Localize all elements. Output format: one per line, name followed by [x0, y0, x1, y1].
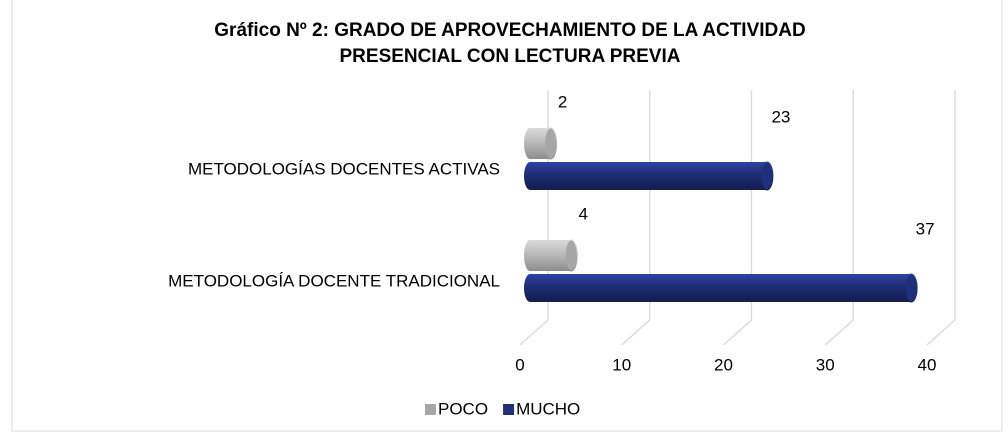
legend-swatch: [425, 404, 436, 415]
x-tick-label: 0: [515, 355, 524, 374]
bar: [530, 274, 912, 302]
legend-label: MUCHO: [516, 399, 580, 418]
bar-end-cap: [544, 127, 558, 160]
bar-end-cap: [760, 161, 774, 191]
grid-line: [926, 319, 956, 346]
chart-title: PRESENCIAL CON LECTURA PREVIA: [340, 46, 681, 67]
legend-swatch: [503, 404, 515, 415]
grid-line: [519, 319, 549, 346]
data-label: 4: [578, 204, 587, 223]
bar-start-cap: [524, 162, 536, 190]
bar-start-cap: [524, 274, 536, 302]
x-tick-label: 40: [918, 355, 937, 374]
data-label: 23: [771, 107, 790, 126]
chart-title: Gráfico Nº 2: GRADO DE APROVECHAMIENTO D…: [214, 20, 805, 41]
bar: [530, 162, 767, 190]
category-label: METODOLOGÍAS DOCENTES ACTIVAS: [188, 159, 500, 178]
grid-line: [723, 319, 752, 346]
bar: [530, 240, 572, 271]
bar-end-cap: [904, 273, 918, 303]
data-label: 2: [558, 92, 567, 111]
grid-line: [621, 319, 651, 346]
bar-end-cap: [564, 239, 578, 272]
legend-label: POCO: [438, 399, 488, 418]
x-tick-label: 20: [714, 355, 733, 374]
category-label: METODOLOGÍA DOCENTE TRADICIONAL: [168, 271, 500, 290]
bar-start-cap: [524, 128, 536, 159]
x-tick-label: 30: [816, 355, 835, 374]
chart-frame: [11, 0, 1003, 432]
data-label: 37: [916, 219, 935, 238]
x-tick-label: 10: [612, 355, 631, 374]
bar-start-cap: [524, 240, 536, 271]
grid-line: [824, 319, 854, 346]
